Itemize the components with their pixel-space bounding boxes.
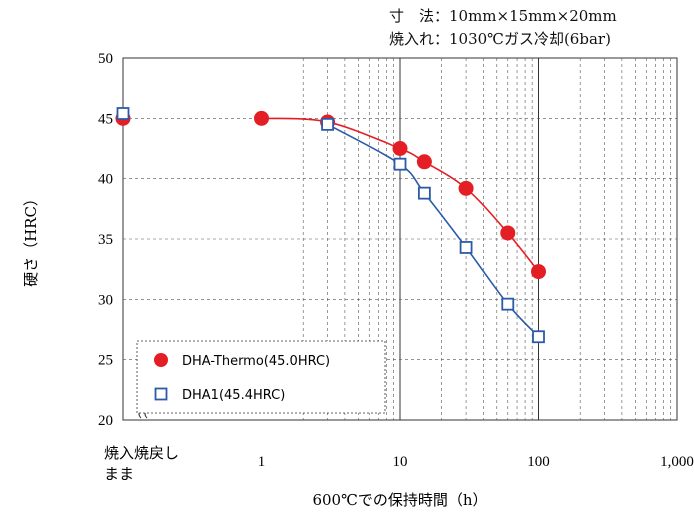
data-point-square xyxy=(417,186,431,200)
x-tick-label-as-tempered: 焼入焼戻しまま xyxy=(104,444,179,483)
data-point-square xyxy=(393,157,407,171)
y-tick-label: 45 xyxy=(98,111,113,127)
y-tick-label: 40 xyxy=(98,172,113,188)
legend-marker-circle xyxy=(154,353,168,367)
y-tick-label: 30 xyxy=(98,292,113,308)
y-axis-title: 硬さ（HRC） xyxy=(22,191,40,287)
y-tick-label: 35 xyxy=(98,232,113,248)
legend-label: DHA-Thermo(45.0HRC) xyxy=(182,354,330,369)
data-point-square xyxy=(459,241,473,254)
spec-note-size: 寸 法：10mm×15mm×20mm xyxy=(389,7,617,25)
data-point-circle xyxy=(458,180,474,196)
y-tick-label: 25 xyxy=(98,353,113,369)
x-axis-title: 600℃での保持時間（h） xyxy=(312,491,487,509)
x-tick-label: 1,000 xyxy=(660,454,694,470)
data-point-circle xyxy=(392,141,408,156)
data-point-circle xyxy=(416,154,432,170)
data-point-square xyxy=(501,297,515,311)
data-point-square xyxy=(116,107,130,120)
data-point-square xyxy=(532,330,545,344)
data-point-circle xyxy=(500,225,516,241)
y-tick-label: 20 xyxy=(98,413,113,429)
x-tick-label: 10 xyxy=(393,454,408,470)
data-point-circle xyxy=(254,110,269,126)
legend-label: DHA1(45.4HRC) xyxy=(182,388,285,403)
legend-marker-square xyxy=(154,387,168,401)
data-point-square xyxy=(321,117,334,131)
y-tick-label: 50 xyxy=(98,51,113,67)
spec-note-quench: 焼入れ：1030℃ガス冷却(6bar) xyxy=(389,30,611,48)
x-tick-label: 1 xyxy=(258,454,266,470)
x-tick-label: 100 xyxy=(527,454,550,470)
legend-box xyxy=(136,340,386,414)
data-point-circle xyxy=(531,264,546,280)
